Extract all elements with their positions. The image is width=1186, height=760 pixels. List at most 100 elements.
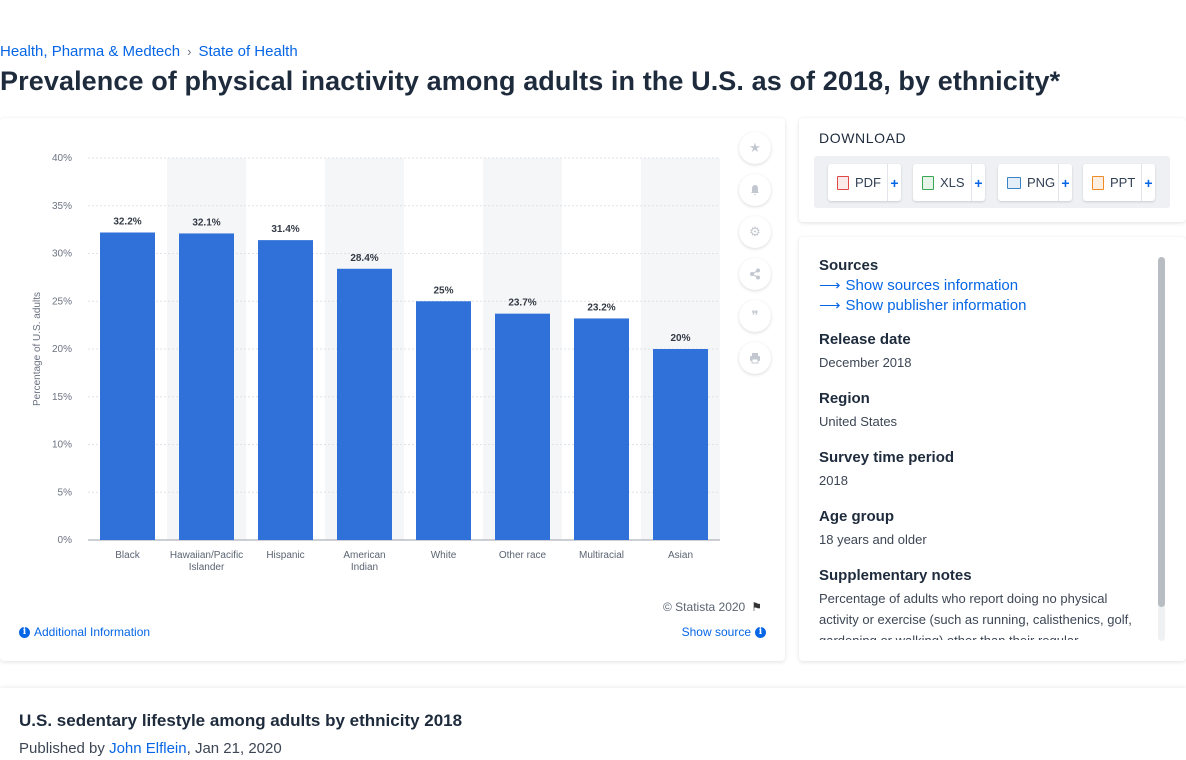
region-value: United States: [819, 414, 898, 429]
data-label: 32.1%: [192, 217, 220, 228]
supplementary-notes-label: Supplementary notes: [819, 567, 972, 584]
survey-period-value: 2018: [819, 473, 848, 488]
bar: [179, 233, 234, 540]
survey-period-label: Survey time period: [819, 449, 955, 466]
additional-info-link[interactable]: i Additional Information: [19, 625, 150, 639]
share-icon[interactable]: [739, 258, 771, 290]
png-icon: [1007, 176, 1021, 189]
scrollbar-thumb[interactable]: [1158, 257, 1165, 607]
bar: [337, 268, 392, 540]
y-axis-label: Percentage of U.S. adults: [32, 292, 43, 406]
quote-icon[interactable]: ❞: [739, 300, 771, 332]
gear-icon[interactable]: ⚙: [739, 216, 771, 248]
y-tick-label: 25%: [52, 296, 72, 307]
breadcrumb-item-state-of-health[interactable]: State of Health: [198, 43, 298, 60]
bar: [100, 232, 155, 540]
y-tick-label: 40%: [52, 153, 72, 164]
data-label: 23.7%: [508, 298, 536, 309]
pdf-label: PDF: [855, 175, 881, 190]
bar: [495, 313, 550, 540]
x-tick-label: Multiracial: [579, 550, 624, 561]
ppt-icon: [1092, 175, 1104, 190]
details-scrollbar[interactable]: [1158, 257, 1165, 641]
release-date-label: Release date: [819, 331, 911, 348]
additional-info-label: Additional Information: [34, 625, 151, 639]
bell-icon[interactable]: [739, 174, 771, 206]
related-statistic: U.S. sedentary lifestyle among adults by…: [0, 688, 1186, 760]
flag-icon[interactable]: ⚑: [751, 600, 762, 614]
bar: [653, 349, 708, 540]
age-group-value: 18 years and older: [819, 532, 927, 547]
show-publisher-label: Show publisher information: [845, 296, 1027, 314]
data-label: 32.2%: [113, 216, 141, 227]
published-date: , Jan 21, 2020: [186, 740, 282, 757]
data-label: 20%: [670, 333, 690, 344]
data-label: 23.2%: [587, 302, 615, 313]
data-label: 31.4%: [271, 224, 299, 235]
bar: [574, 318, 629, 540]
download-png-button[interactable]: PNG +: [998, 164, 1072, 201]
y-tick-label: 10%: [52, 440, 72, 451]
download-card: DOWNLOAD PDF + XLS + PNG + PPT +: [799, 118, 1186, 222]
y-tick-label: 15%: [52, 392, 72, 403]
related-published-by: Published by John Elflein, Jan 21, 2020: [19, 740, 282, 757]
data-label: 28.4%: [350, 253, 378, 264]
chart-toolbar: ★ ⚙ ❞: [739, 132, 771, 384]
plus-icon[interactable]: +: [1141, 164, 1155, 201]
region-label: Region: [819, 390, 870, 407]
download-buttons: PDF + XLS + PNG + PPT +: [814, 156, 1170, 208]
details-scroll-area[interactable]: Sources ⟶ Show sources information ⟶ Sho…: [819, 257, 1149, 640]
x-tick-label: Black: [115, 550, 140, 561]
arrow-right-icon: ⟶: [819, 277, 841, 294]
y-tick-label: 30%: [52, 249, 72, 260]
star-icon[interactable]: ★: [739, 132, 771, 164]
y-tick-label: 0%: [58, 535, 73, 546]
ppt-label: PPT: [1110, 175, 1136, 190]
plus-icon[interactable]: +: [1058, 164, 1072, 201]
info-icon: i: [19, 626, 30, 638]
arrow-right-icon: ⟶: [819, 297, 841, 314]
download-pdf-button[interactable]: PDF +: [828, 164, 901, 201]
x-tick-label: American: [343, 550, 385, 561]
info-icon: i: [755, 626, 766, 638]
x-tick-label: Indian: [351, 562, 378, 573]
plus-icon[interactable]: +: [971, 164, 985, 201]
x-tick-label: Hawaiian/Pacific: [170, 550, 243, 561]
author-link[interactable]: John Elflein: [109, 740, 187, 757]
download-title: DOWNLOAD: [819, 130, 907, 146]
download-ppt-button[interactable]: PPT +: [1083, 164, 1155, 201]
breadcrumb-separator: ›: [187, 44, 192, 59]
breadcrumb-item-health[interactable]: Health, Pharma & Medtech: [0, 43, 181, 60]
related-title[interactable]: U.S. sedentary lifestyle among adults by…: [19, 711, 463, 730]
bar: [416, 301, 471, 540]
x-tick-label: White: [431, 550, 457, 561]
x-tick-label: Asian: [668, 550, 693, 561]
xls-icon: [922, 175, 934, 190]
show-sources-link[interactable]: ⟶ Show sources information: [819, 276, 1149, 295]
y-tick-label: 5%: [58, 487, 73, 498]
bar-chart: 0% 5% 10% 15% 20% 25% 30% 35% 40% Percentage of U…: [32, 153, 720, 573]
xls-label: XLS: [940, 175, 965, 190]
png-label: PNG: [1027, 175, 1056, 190]
age-group-label: Age group: [819, 508, 894, 525]
plus-icon[interactable]: +: [887, 164, 901, 201]
show-source-link[interactable]: Show source i: [682, 625, 766, 639]
data-label: 25%: [433, 285, 453, 296]
y-tick-label: 20%: [52, 344, 72, 355]
chart-card: 0% 5% 10% 15% 20% 25% 30% 35% 40% Percentage of U…: [0, 118, 785, 661]
copyright-text: © Statista 2020: [663, 600, 746, 614]
sources-label: Sources: [819, 257, 879, 274]
breadcrumb: Health, Pharma & Medtech › State of Heal…: [0, 43, 298, 60]
pdf-icon: [837, 175, 849, 190]
download-xls-button[interactable]: XLS +: [913, 164, 985, 201]
published-by-label: Published by: [19, 740, 110, 757]
x-tick-label: Other race: [499, 550, 547, 561]
page-title: Prevalence of physical inactivity among …: [0, 66, 1061, 96]
show-source-label: Show source: [681, 625, 751, 639]
print-icon[interactable]: [739, 342, 771, 374]
show-sources-label: Show sources information: [845, 276, 1019, 294]
chart-copyright: © Statista 2020 ⚑: [663, 600, 762, 614]
show-publisher-link[interactable]: ⟶ Show publisher information: [819, 296, 1149, 315]
statistic-details-card: Sources ⟶ Show sources information ⟶ Sho…: [799, 237, 1186, 661]
bar: [258, 240, 313, 540]
